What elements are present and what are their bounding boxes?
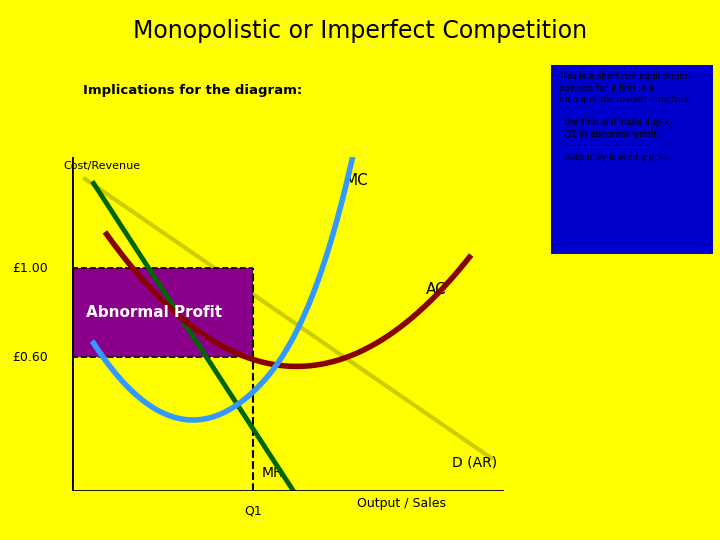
Text: MC: MC <box>344 173 368 188</box>
Text: £1.00: £1.00 <box>12 262 48 275</box>
Text: Cost/Revenue: Cost/Revenue <box>63 161 140 171</box>
Text: Implications for the diagram:: Implications for the diagram: <box>83 84 302 97</box>
Text: D (AR): D (AR) <box>452 456 498 470</box>
Text: Abnormal Profit: Abnormal Profit <box>86 305 222 320</box>
Text: AC: AC <box>426 282 447 297</box>
Text: This is a short run equilibrium
position for a firm in a
monopolistic market str: This is a short run equilibrium position… <box>559 72 692 161</box>
Text: Monopolistic or Imperfect Competition: Monopolistic or Imperfect Competition <box>133 19 587 43</box>
Text: Output / Sales: Output / Sales <box>357 497 446 510</box>
Text: Q1: Q1 <box>245 505 262 518</box>
Bar <box>72 268 253 357</box>
Text: £0.60: £0.60 <box>12 351 48 364</box>
Text: MR: MR <box>262 466 284 480</box>
